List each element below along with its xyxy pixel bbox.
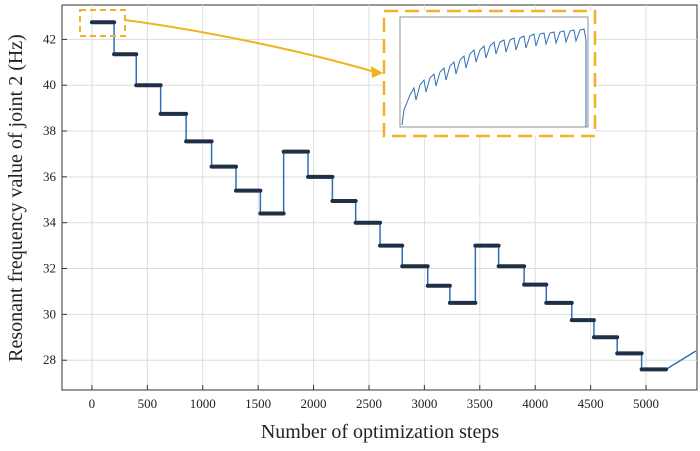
inset-axes <box>399 16 589 128</box>
marks <box>89 20 697 372</box>
y-axis-label: Resonant frequency value of joint 2 (Hz) <box>5 34 27 362</box>
arrow <box>124 19 376 73</box>
y-tick-label: 30 <box>43 306 56 321</box>
y-tick-label: 34 <box>43 215 57 230</box>
x-tick-label: 4500 <box>578 396 604 411</box>
x-tick-label: 1500 <box>245 396 271 411</box>
zoom-box <box>79 9 126 37</box>
x-tick-label: 3500 <box>467 396 493 411</box>
y-tick-label: 28 <box>43 352 56 367</box>
x-axis-label: Number of optimization steps <box>261 421 500 443</box>
y-tick-label: 38 <box>43 123 56 138</box>
y-tick-label: 36 <box>43 169 57 184</box>
x-tick-label: 500 <box>138 396 158 411</box>
y-tick-label: 40 <box>43 77 56 92</box>
x-tick-label: 4000 <box>522 396 548 411</box>
y-tick-label: 42 <box>43 31 56 46</box>
x-tick-label: 0 <box>89 396 96 411</box>
plot-frame <box>61 4 698 391</box>
zoom-annotation <box>79 9 597 138</box>
x-tick-label: 5000 <box>633 396 659 411</box>
x-tick-label: 2500 <box>356 396 382 411</box>
arrow-head <box>371 66 383 78</box>
x-tick-label: 1000 <box>190 396 216 411</box>
inset-curve <box>401 28 587 127</box>
x-tick-label: 2000 <box>301 396 327 411</box>
y-tick-label: 32 <box>43 261 56 276</box>
x-tick-label: 3000 <box>411 396 437 411</box>
